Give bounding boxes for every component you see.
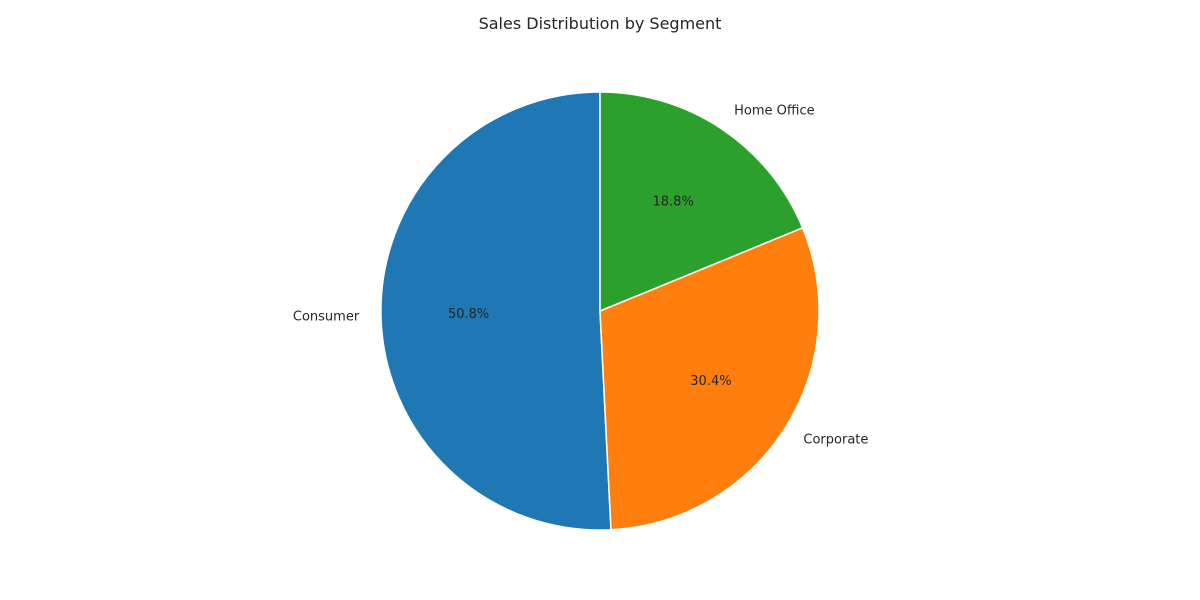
pie-slice-consumer (380, 91, 612, 531)
slices-group (380, 91, 820, 531)
category-label-consumer: Consumer (293, 310, 360, 325)
labels-group: 50.8% Consumer 30.4% Corporate 18.8% Home Off… (293, 103, 869, 447)
percent-label-consumer: 50.8% (448, 307, 489, 322)
pie-slice-home-office (599, 91, 804, 313)
percent-label-corporate: 30.4% (690, 374, 731, 389)
percent-label-home-office: 18.8% (653, 194, 694, 209)
pie-slice-corporate (599, 226, 820, 531)
chart-title: Sales Distribution by Segment (479, 14, 722, 33)
category-label-home-office: Home Office (734, 103, 814, 118)
category-label-corporate: Corporate (803, 433, 868, 448)
